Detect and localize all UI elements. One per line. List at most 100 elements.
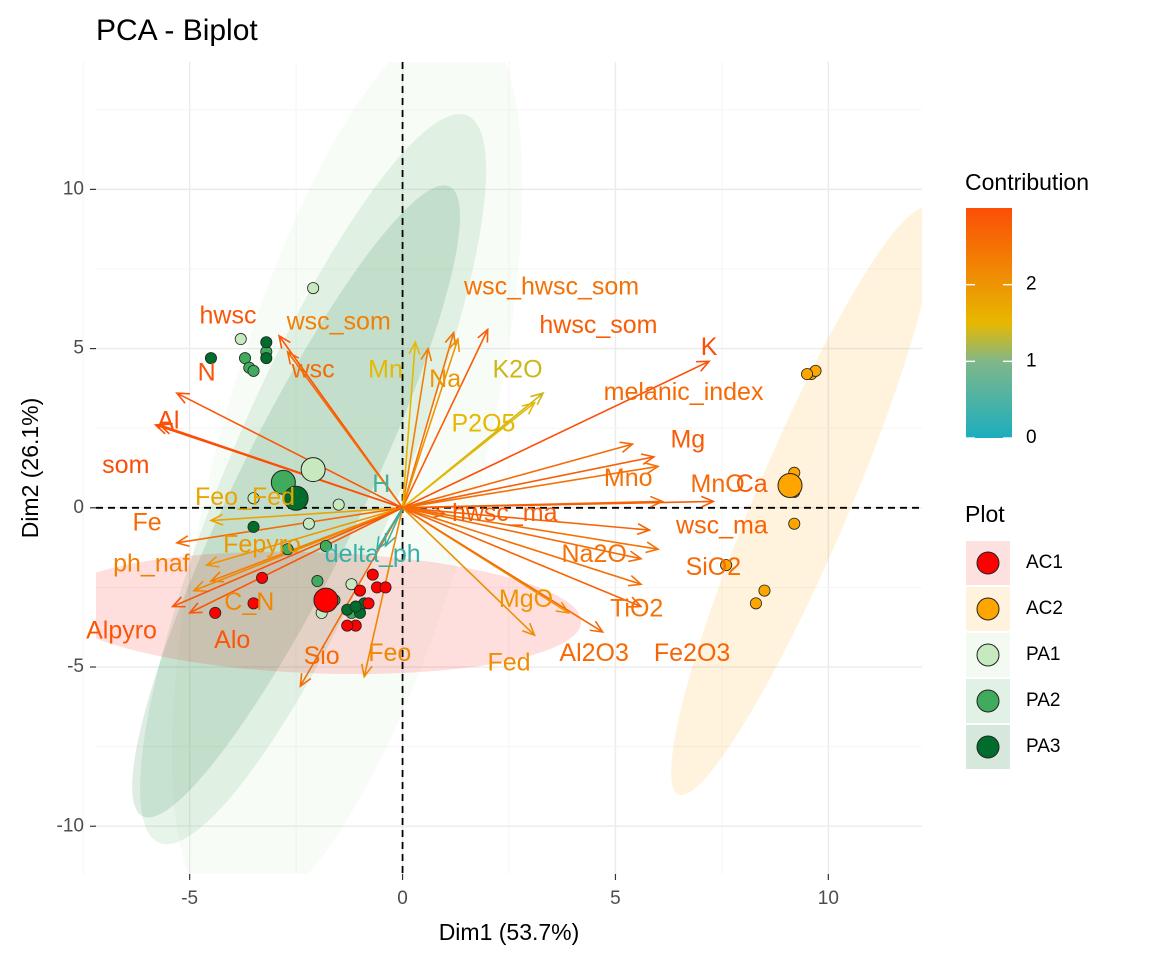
legend-key-point	[976, 735, 1000, 759]
point-pa2	[281, 543, 294, 556]
variable-arrow	[401, 346, 433, 508]
arrow-shaft	[176, 392, 403, 509]
arrow-head	[192, 580, 207, 592]
arrow-shaft	[402, 507, 650, 531]
arrow-shaft	[206, 507, 403, 566]
point-pa1	[332, 498, 345, 511]
centroid-pa3	[283, 485, 309, 511]
variable-label-mno: MnO	[691, 470, 745, 498]
variable-label-al: Al	[157, 406, 179, 434]
variable-label-hwsc-ma: hwsc_ma	[452, 499, 558, 527]
variable-label-al2o3: Al2O3	[559, 639, 628, 667]
arrow-shaft	[155, 424, 403, 509]
arrow-head	[477, 327, 489, 343]
y-tick-label: -10	[57, 815, 84, 836]
variable-label-ca: Ca	[736, 470, 768, 498]
variable-arrow	[375, 507, 404, 551]
point-ac1	[379, 581, 392, 594]
arrow-head	[375, 536, 389, 551]
arrow-head	[286, 350, 300, 365]
arrow-shaft	[402, 456, 654, 509]
legend-item-label: PA1	[1026, 644, 1061, 665]
variable-label-p2o5: P2O5	[451, 410, 515, 438]
legend-key-point	[976, 643, 1000, 667]
point-ac2	[758, 584, 771, 597]
variable-arrow	[209, 507, 403, 526]
point-ac1	[341, 619, 354, 632]
contribution-legend-title: Contribution	[965, 169, 1089, 195]
variable-label-alpyro: Alpyro	[86, 617, 157, 645]
plot-legend: Plot AC1 AC2 PA1 PA2 PA3	[965, 501, 1063, 769]
variable-label-wsc-hwsc-som: wsc_hwsc_som	[463, 273, 639, 301]
x-axis-label: Dim1 (53.7%)	[439, 919, 580, 945]
variable-arrow	[402, 360, 711, 509]
point-ac1	[366, 568, 379, 581]
arrow-head	[204, 556, 220, 568]
arrow-shaft	[172, 507, 403, 608]
variable-label-tio2: TiO2	[610, 594, 663, 622]
arrow-head	[153, 422, 169, 435]
plot-legend-title: Plot	[965, 501, 1005, 527]
variable-arrow	[402, 462, 660, 509]
variable-arrow	[402, 401, 537, 509]
variable-arrow	[402, 507, 660, 554]
variable-label-mgo: MgO	[499, 585, 553, 613]
variable-arrow	[187, 507, 403, 614]
arrow-head	[420, 346, 433, 362]
arrow-head	[589, 620, 605, 634]
variable-label-k: K	[701, 333, 718, 361]
point-ac1	[353, 584, 366, 597]
point-pa3	[204, 352, 217, 365]
arrow-head	[299, 673, 312, 688]
point-pa3	[247, 520, 260, 533]
variable-arrow	[170, 507, 403, 608]
variable-label-c-n: C_N	[224, 588, 274, 616]
arrow-shaft	[384, 507, 404, 547]
legend-item-label: AC2	[1026, 598, 1063, 619]
variable-arrow	[402, 507, 536, 637]
variable-label-fepyro: Fepyro	[223, 531, 301, 559]
variable-label-feo: Feo	[368, 639, 411, 667]
point-ac2	[720, 559, 733, 572]
y-tick-label: 5	[73, 338, 84, 359]
x-tick-label: -5	[181, 888, 198, 909]
contribution-colorbar	[966, 208, 1012, 438]
arrow-head	[448, 337, 461, 353]
point-ac2	[801, 368, 814, 381]
point-ac1	[362, 597, 375, 610]
centroid-ac2	[777, 473, 803, 499]
variable-label-n: N	[198, 359, 216, 387]
arrow-shaft	[401, 332, 455, 509]
arrow-shaft	[193, 507, 403, 592]
variable-arrow	[402, 507, 643, 587]
variable-label-fe: Fe	[132, 508, 161, 536]
arrow-head	[696, 360, 711, 372]
arrow-shaft	[402, 507, 642, 585]
variable-label-k2o: K2O	[492, 355, 542, 383]
arrow-shaft	[402, 507, 642, 560]
arrow-head	[209, 513, 224, 526]
arrow-head	[277, 334, 291, 349]
arrow-head	[175, 392, 190, 404]
point-pa2	[319, 540, 332, 553]
point-pa2	[247, 364, 260, 377]
arrow-head	[627, 596, 643, 608]
variable-arrow	[401, 327, 489, 509]
variable-label-sio: Sio	[304, 642, 340, 670]
arrow-shaft	[402, 507, 604, 633]
arrow-shaft	[402, 500, 714, 509]
arrow-shaft	[376, 507, 404, 550]
legend-item-pa3: PA3	[966, 725, 1061, 769]
colorbar-tick-label: 1	[1026, 350, 1037, 371]
arrow-shaft	[401, 338, 459, 509]
legend-item-ac2: AC2	[966, 587, 1063, 631]
arrow-head	[408, 340, 421, 355]
legend-key-point	[976, 597, 1000, 621]
ellipse-ac2	[671, 207, 922, 796]
arrow-head	[636, 523, 652, 536]
variable-label-wsc-som: wsc_som	[286, 308, 391, 336]
variable-arrow	[174, 507, 403, 548]
arrow-head	[522, 622, 536, 637]
y-tick-label: 10	[63, 178, 84, 199]
